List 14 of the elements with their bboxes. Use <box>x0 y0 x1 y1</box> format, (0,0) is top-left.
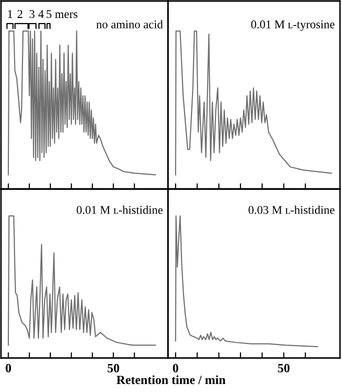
text: 2 <box>18 10 22 18</box>
text: 3 <box>30 10 34 18</box>
x-tick-label: 0 <box>172 364 178 372</box>
text: 1 <box>8 10 12 18</box>
text: 0.01 M ʟ-histidine <box>76 206 163 214</box>
x-tick-label: 0 <box>6 364 11 372</box>
text: 0.03 M ʟ-histidine <box>248 206 334 214</box>
text: no amino acid <box>96 20 163 28</box>
x-axis-title: Retention time / min <box>116 375 226 384</box>
text: 4 <box>38 10 44 18</box>
x-tick-label: 50 <box>278 364 290 372</box>
x-tick-label: 50 <box>108 364 120 372</box>
text: 0.01 M ʟ-tyrosine <box>251 20 334 31</box>
text: 5 mers <box>46 10 78 18</box>
